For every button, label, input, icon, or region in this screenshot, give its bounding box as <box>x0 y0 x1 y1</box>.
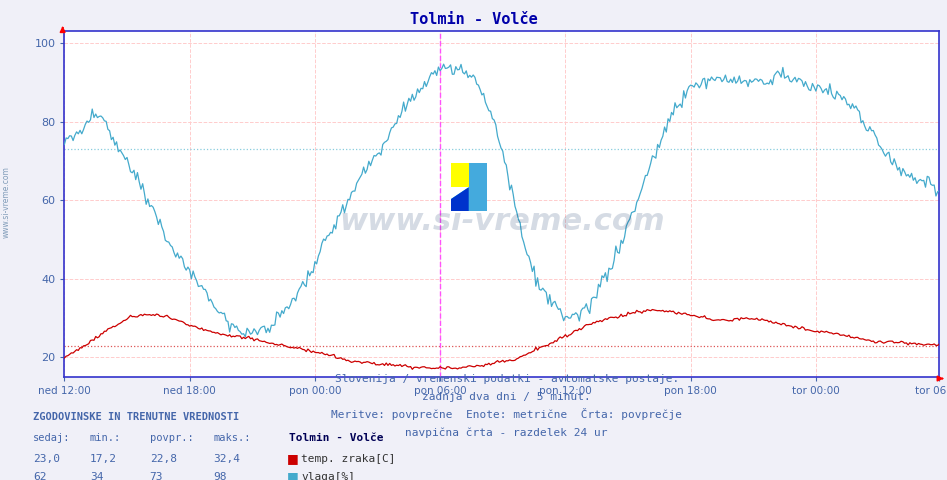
Text: min.:: min.: <box>90 432 121 443</box>
Text: Tolmin - Volče: Tolmin - Volče <box>289 432 384 443</box>
Text: Slovenija / vremenski podatki - avtomatske postaje.: Slovenija / vremenski podatki - avtomats… <box>334 373 679 384</box>
Text: 17,2: 17,2 <box>90 454 117 464</box>
Text: 32,4: 32,4 <box>213 454 241 464</box>
Text: 22,8: 22,8 <box>150 454 177 464</box>
Text: www.si-vreme.com: www.si-vreme.com <box>339 207 665 236</box>
Text: ■: ■ <box>287 470 298 480</box>
Text: vlaga[%]: vlaga[%] <box>301 472 355 480</box>
Text: ■: ■ <box>287 452 298 465</box>
Text: 98: 98 <box>213 472 226 480</box>
Bar <box>451 163 469 187</box>
Text: maks.:: maks.: <box>213 432 251 443</box>
Text: 34: 34 <box>90 472 103 480</box>
Polygon shape <box>451 187 469 211</box>
Text: sedaj:: sedaj: <box>33 432 71 443</box>
Text: Tolmin - Volče: Tolmin - Volče <box>410 12 537 27</box>
Text: 62: 62 <box>33 472 46 480</box>
Text: ZGODOVINSKE IN TRENUTNE VREDNOSTI: ZGODOVINSKE IN TRENUTNE VREDNOSTI <box>33 412 240 422</box>
Text: 73: 73 <box>150 472 163 480</box>
Text: povpr.:: povpr.: <box>150 432 193 443</box>
Polygon shape <box>451 187 469 211</box>
Text: zadnja dva dni / 5 minut.: zadnja dva dni / 5 minut. <box>422 392 591 402</box>
Text: 23,0: 23,0 <box>33 454 61 464</box>
Polygon shape <box>469 163 487 211</box>
Text: navpična črta - razdelek 24 ur: navpična črta - razdelek 24 ur <box>405 428 608 438</box>
Text: Meritve: povprečne  Enote: metrične  Črta: povprečje: Meritve: povprečne Enote: metrične Črta:… <box>331 408 682 420</box>
Text: www.si-vreme.com: www.si-vreme.com <box>2 166 11 238</box>
Text: temp. zraka[C]: temp. zraka[C] <box>301 454 396 464</box>
